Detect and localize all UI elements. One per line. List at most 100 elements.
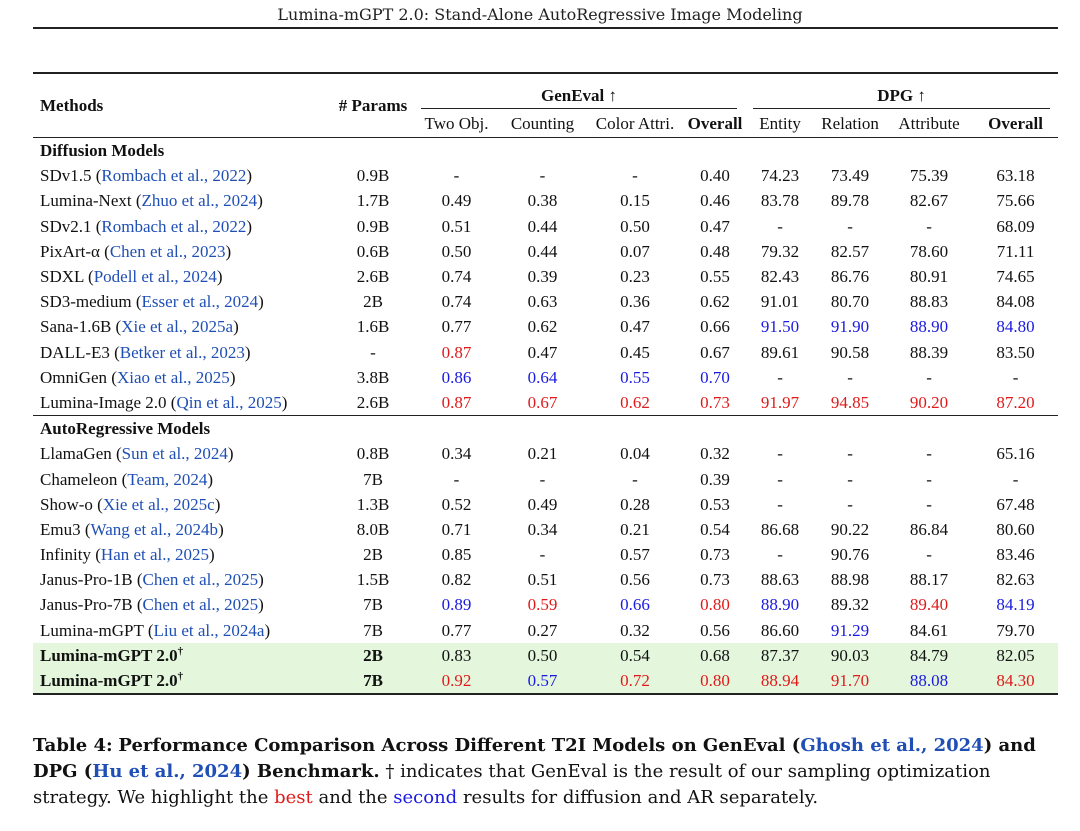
table-row: Lumina-mGPT 2.0† 7B 0.92 0.57 0.72 0.80 88.94 9… xyxy=(33,667,1059,696)
metric-cell: 90.22 xyxy=(830,519,870,539)
metric-cell: 0.50 xyxy=(441,241,472,261)
table-row: SD3-medium (Esser et al., 2024) 2B 0.74 0.6… xyxy=(33,289,1058,314)
metric-cell: 0.62 xyxy=(527,317,558,337)
metric-cell: 63.18 xyxy=(996,166,1035,186)
metric-cell: 0.85 xyxy=(441,545,472,565)
metric-cell: - xyxy=(777,545,783,565)
metric-cell: 79.32 xyxy=(760,241,800,261)
method-name-cell: OmniGen (Xiao et al., 2025) xyxy=(40,367,236,387)
metric-cell: 84.79 xyxy=(885,642,974,668)
metric-cell: 79.70 xyxy=(996,620,1035,640)
citation-link[interactable]: Xiao et al., 2025 xyxy=(116,367,230,387)
metric-cell: - xyxy=(777,216,783,236)
metric-cell: 0.55 xyxy=(620,367,650,387)
method-name: Lumina-Next xyxy=(40,191,132,211)
method-name: PixArt-α xyxy=(40,241,100,261)
citation-link[interactable]: Podell et al., 2024 xyxy=(93,267,217,287)
citation-link[interactable]: Zhuo et al., 2024 xyxy=(141,191,258,211)
metric-cell: 0.49 xyxy=(527,494,558,514)
table-row: Lumina-mGPT 2.0† 2B 0.83 0.50 0.54 0.68 87.37 9… xyxy=(33,642,1059,668)
citation-link[interactable]: Esser et al., 2024 xyxy=(141,292,259,312)
metric-cell: 0.50 xyxy=(500,642,585,668)
citation-link[interactable]: Xie et al., 2025c xyxy=(102,494,215,514)
metric-cell: 0.80 xyxy=(700,595,730,615)
metric-cell: 0.32 xyxy=(620,620,650,640)
metric-cell: 0.54 xyxy=(585,642,685,668)
metric-cell: - xyxy=(777,367,783,387)
method-name-cell: SD3-medium (Esser et al., 2024) xyxy=(40,292,264,312)
caption-cite-ghosh[interactable]: Ghosh et al., 2024 xyxy=(800,735,984,756)
params-cell: 1.6B xyxy=(356,317,390,337)
params-cell: 2B xyxy=(333,642,413,668)
metric-cell: 0.47 xyxy=(620,317,650,337)
metric-cell: 0.21 xyxy=(620,519,650,539)
citation-link[interactable]: Chen et al., 2025 xyxy=(142,570,259,590)
metric-cell: 0.57 xyxy=(500,667,585,696)
metric-cell: 0.52 xyxy=(441,494,472,514)
metric-cell: 0.28 xyxy=(620,494,650,514)
method-name: OmniGen xyxy=(40,367,108,387)
metric-cell: 0.83 xyxy=(413,642,500,668)
metric-cell: - xyxy=(453,469,460,489)
metric-cell: 0.47 xyxy=(527,342,558,362)
table-row: SDv2.1 (Rombach et al., 2022) 0.9B 0.51 0.4… xyxy=(33,214,1058,239)
citation-link[interactable]: Rombach et al., 2022 xyxy=(101,166,247,186)
table-row: DALL-E3 (Betker et al., 2023) - 0.87 0.47 0.… xyxy=(33,340,1058,365)
params-cell: - xyxy=(370,342,376,362)
method-name-cell: PixArt-α (Chen et al., 2023) xyxy=(40,241,232,261)
citation-link[interactable]: Han et al., 2025 xyxy=(100,545,210,565)
metric-cell: 86.60 xyxy=(760,620,800,640)
metric-cell: 67.48 xyxy=(996,494,1035,514)
metric-cell: 83.78 xyxy=(760,191,800,211)
metric-cell: 88.90 xyxy=(909,317,949,337)
method-name-cell: Lumina-mGPT (Liu et al., 2024a) xyxy=(40,620,271,640)
metric-cell: 0.15 xyxy=(620,191,650,211)
metric-cell: - xyxy=(777,444,783,464)
citation-link[interactable]: Rombach et al., 2022 xyxy=(101,216,247,236)
metric-cell: 84.08 xyxy=(996,292,1035,312)
table-row: PixArt-α (Chen et al., 2023) 0.6B 0.50 0.44… xyxy=(33,239,1058,264)
metric-cell: 71.11 xyxy=(996,241,1035,261)
params-cell: 7B xyxy=(333,667,413,696)
metric-cell: 0.44 xyxy=(527,241,558,261)
params-cell: 2B xyxy=(363,545,383,565)
method-name-cell: Janus-Pro-1B (Chen et al., 2025) xyxy=(40,570,264,590)
metric-cell: - xyxy=(847,494,853,514)
metric-cell: 74.65 xyxy=(996,267,1035,287)
metric-cell: - xyxy=(926,216,932,236)
metric-cell: 82.67 xyxy=(909,191,949,211)
citation-link[interactable]: Betker et al., 2023 xyxy=(119,342,245,362)
table-row: Sana-1.6B (Xie et al., 2025a) 1.6B 0.77 0.6… xyxy=(33,314,1058,339)
metric-cell: 86.84 xyxy=(909,519,949,539)
citation-link[interactable]: Team, 2024 xyxy=(127,469,208,489)
metric-cell: 0.54 xyxy=(700,519,730,539)
citation-link[interactable]: Wang et al., 2024b xyxy=(90,519,219,539)
params-cell: 0.9B xyxy=(356,166,390,186)
citation-link[interactable]: Liu et al., 2024a xyxy=(153,620,265,640)
caption-label: Table 4: xyxy=(33,735,113,756)
citation-link[interactable]: Chen et al., 2025 xyxy=(142,595,259,615)
metric-cell: 68.09 xyxy=(996,216,1035,236)
citation-link[interactable]: Xie et al., 2025a xyxy=(121,317,234,337)
group-header-dpg: DPG ↑ xyxy=(745,72,1059,109)
metric-cell: 80.70 xyxy=(830,292,870,312)
method-name: Janus-Pro-1B xyxy=(40,570,133,590)
citation-link[interactable]: Chen et al., 2023 xyxy=(109,241,226,261)
dagger-mark: † xyxy=(177,670,184,683)
method-name: Lumina-mGPT xyxy=(40,620,144,640)
citation-link[interactable]: Sun et al., 2024 xyxy=(121,444,228,464)
metric-cell: - xyxy=(847,444,853,464)
method-name: SDv1.5 xyxy=(40,166,92,186)
metric-cell: 89.32 xyxy=(830,595,870,615)
header-row-groups: Methods # Params GenEval ↑ DPG ↑ xyxy=(33,72,1059,138)
method-name: Janus-Pro-7B xyxy=(40,595,133,615)
table-row: Janus-Pro-7B (Chen et al., 2025) 7B 0.89 0.… xyxy=(33,592,1058,617)
metric-cell: 75.66 xyxy=(996,191,1035,211)
method-name-cell: LlamaGen (Sun et al., 2024) xyxy=(40,444,234,464)
metric-cell: 84.61 xyxy=(909,620,949,640)
citation-link[interactable]: Qin et al., 2025 xyxy=(176,392,282,412)
metric-cell: 89.78 xyxy=(830,191,870,211)
caption-cite-hu[interactable]: Hu et al., 2024 xyxy=(92,761,243,782)
params-cell: 2.6B xyxy=(356,392,390,412)
metric-cell: 0.23 xyxy=(620,267,650,287)
